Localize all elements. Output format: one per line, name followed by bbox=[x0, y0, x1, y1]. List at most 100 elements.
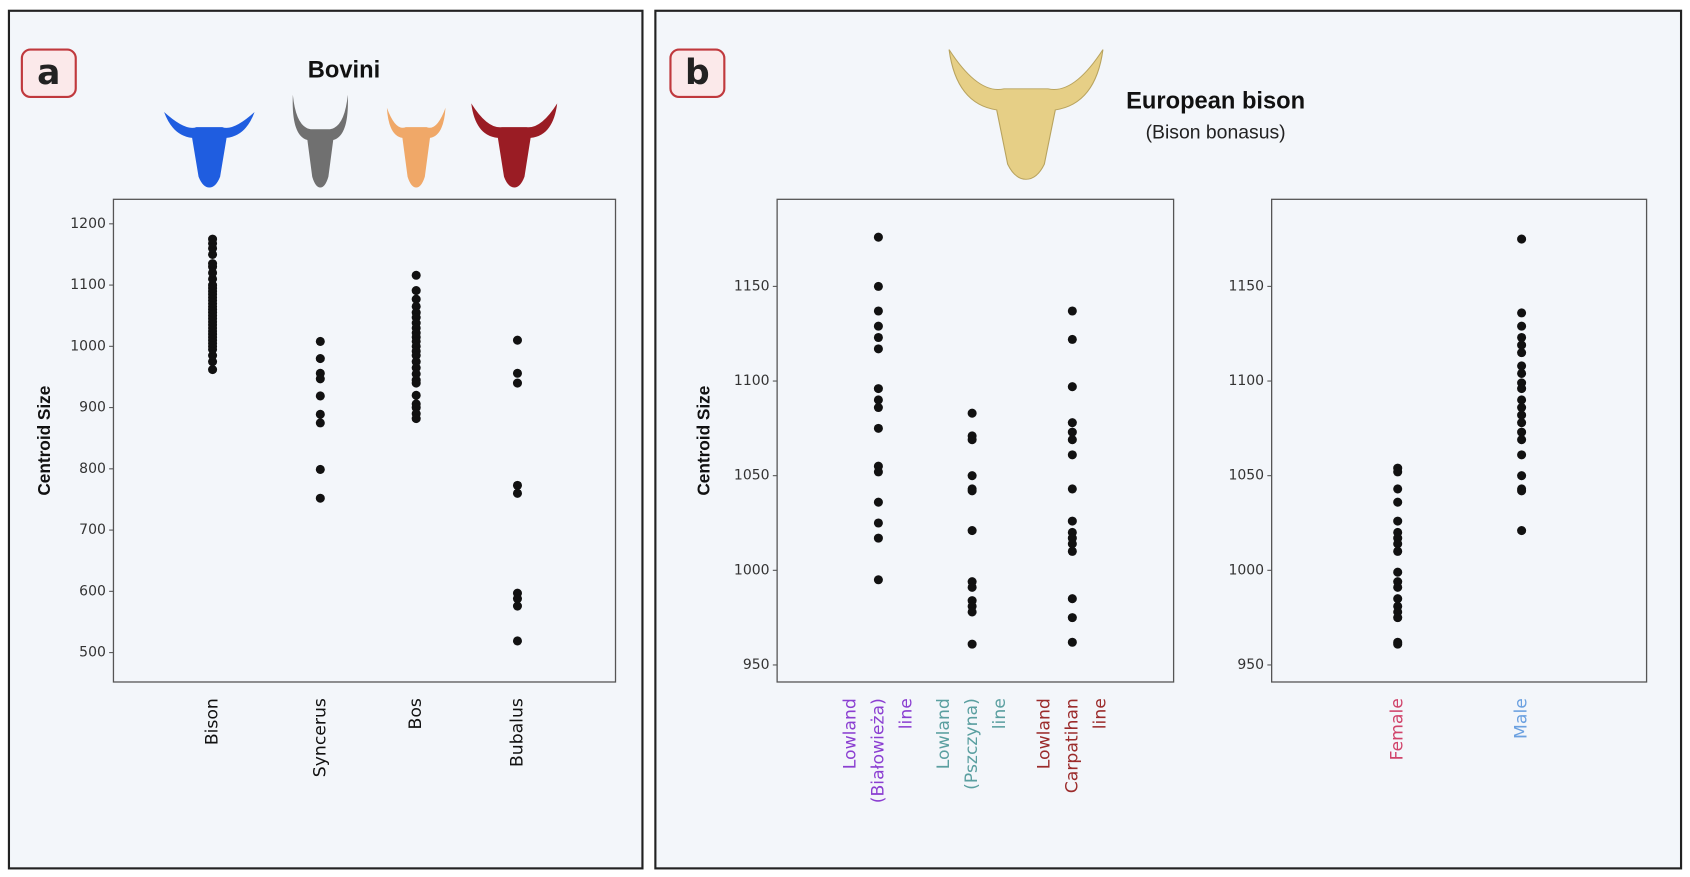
x-tick-label-line: line bbox=[896, 698, 916, 729]
y-tick-label: 1150 bbox=[1228, 278, 1264, 294]
data-point bbox=[1517, 526, 1527, 536]
data-point bbox=[208, 365, 218, 375]
y-tick-label: 1100 bbox=[70, 277, 106, 293]
data-point bbox=[873, 321, 883, 331]
x-tick-label: Lowland (Pszczyna) line bbox=[934, 698, 1010, 790]
data-point bbox=[1517, 368, 1527, 378]
panel-b bbox=[654, 9, 1683, 870]
data-point bbox=[873, 575, 883, 585]
data-point bbox=[512, 636, 522, 646]
x-tick-label-line: Lowland bbox=[1034, 698, 1054, 769]
y-tick-label: 1150 bbox=[734, 278, 770, 294]
data-point bbox=[1517, 340, 1527, 350]
data-point bbox=[1517, 403, 1527, 413]
data-point bbox=[1393, 567, 1403, 577]
data-point bbox=[1067, 382, 1077, 392]
data-point bbox=[315, 354, 325, 364]
x-tick-label: Lowland Carpatihan line bbox=[1034, 698, 1110, 793]
x-tick-label-line: line bbox=[990, 698, 1010, 729]
panel-label-box bbox=[669, 48, 726, 99]
data-point bbox=[1067, 546, 1077, 556]
data-point bbox=[873, 467, 883, 477]
data-point bbox=[1517, 418, 1527, 428]
data-point bbox=[512, 594, 522, 604]
data-point bbox=[873, 232, 883, 242]
data-point bbox=[411, 378, 421, 388]
y-tick-label: 1200 bbox=[70, 216, 106, 232]
x-tick-label-line: (Białowieża) bbox=[868, 698, 888, 803]
data-point bbox=[1067, 516, 1077, 526]
data-point bbox=[1393, 516, 1403, 526]
x-tick-label: Male bbox=[1512, 698, 1532, 739]
data-point bbox=[1393, 613, 1403, 623]
data-point bbox=[1517, 361, 1527, 371]
data-point bbox=[967, 486, 977, 496]
data-point bbox=[512, 480, 522, 490]
skull-icon bbox=[386, 107, 446, 188]
data-point bbox=[512, 335, 522, 345]
data-point bbox=[411, 270, 421, 280]
data-point bbox=[1517, 332, 1527, 343]
panel-label: a bbox=[37, 53, 60, 93]
data-point bbox=[967, 607, 977, 617]
data-point bbox=[1517, 234, 1527, 244]
skull-icon bbox=[948, 49, 1104, 180]
panel-label: b bbox=[685, 53, 710, 93]
y-tick-label: 800 bbox=[79, 461, 106, 477]
data-point bbox=[1067, 539, 1077, 549]
data-point bbox=[967, 471, 977, 481]
skull-icon bbox=[164, 112, 255, 188]
x-tick-label-line: Lowland bbox=[934, 698, 954, 769]
data-point bbox=[1393, 639, 1403, 649]
data-point bbox=[411, 390, 421, 400]
data-point bbox=[873, 533, 883, 543]
data-point bbox=[1067, 334, 1077, 344]
data-point bbox=[1517, 427, 1527, 437]
data-point bbox=[512, 488, 522, 498]
data-point bbox=[1067, 418, 1077, 428]
data-point bbox=[1393, 467, 1403, 477]
panel-label-box bbox=[20, 48, 77, 99]
x-tick-label-line: line bbox=[1090, 698, 1110, 729]
data-point bbox=[512, 378, 522, 388]
chart-title: European bison bbox=[1126, 89, 1305, 115]
data-point bbox=[873, 332, 883, 343]
data-point bbox=[967, 639, 977, 649]
data-point bbox=[1067, 435, 1077, 445]
data-point bbox=[967, 435, 977, 445]
data-point bbox=[873, 344, 883, 354]
x-tick-label: Bubalus bbox=[507, 698, 527, 767]
x-tick-label: Female bbox=[1388, 698, 1408, 760]
data-point bbox=[1517, 471, 1527, 481]
y-tick-label: 1050 bbox=[734, 468, 770, 484]
data-point bbox=[208, 234, 218, 244]
data-point bbox=[315, 336, 325, 346]
skull-icons bbox=[164, 49, 1104, 188]
data-point bbox=[873, 281, 883, 291]
x-tick-label: Bos bbox=[406, 698, 426, 729]
data-point bbox=[1067, 427, 1077, 437]
data-point bbox=[873, 497, 883, 507]
x-tick-label: Lowland (Białowieża) line bbox=[840, 698, 916, 803]
skull-icon bbox=[471, 103, 558, 188]
y-tick-label: 1100 bbox=[1228, 373, 1264, 389]
y-tick-label: 1000 bbox=[70, 338, 106, 354]
data-point bbox=[1393, 594, 1403, 604]
y-axis-label: Centroid Size bbox=[693, 386, 713, 496]
y-tick-label: 500 bbox=[79, 645, 106, 661]
data-point bbox=[1393, 546, 1403, 556]
data-point bbox=[315, 464, 325, 474]
data-point bbox=[1067, 306, 1077, 316]
data-point bbox=[315, 391, 325, 401]
data-point bbox=[1067, 484, 1077, 494]
data-point bbox=[1517, 348, 1527, 358]
data-point bbox=[315, 374, 325, 384]
data-point bbox=[1517, 450, 1527, 460]
data-point bbox=[873, 423, 883, 433]
data-point bbox=[873, 306, 883, 316]
data-point bbox=[1517, 384, 1527, 394]
data-point bbox=[1393, 497, 1403, 507]
data-point bbox=[873, 395, 883, 405]
y-tick-label: 950 bbox=[743, 657, 770, 673]
